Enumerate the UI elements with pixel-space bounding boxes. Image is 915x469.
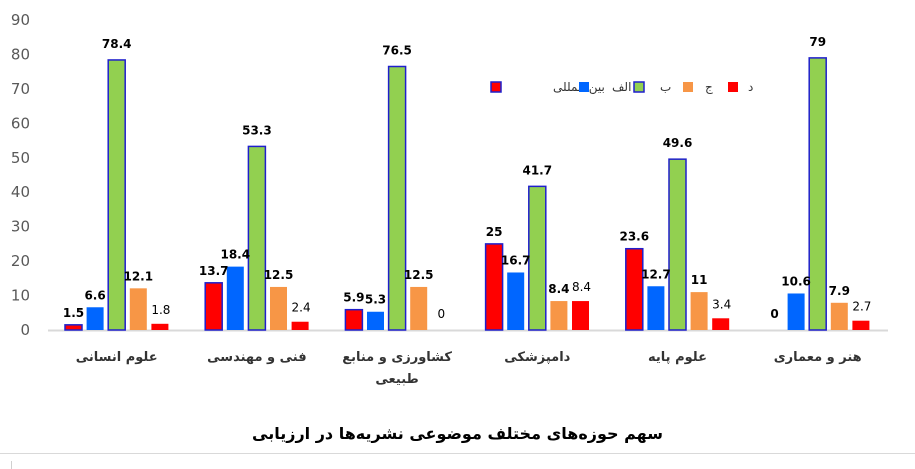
y-tick-label: 10 (11, 287, 30, 305)
y-tick-label: 30 (11, 218, 30, 236)
category-label: هنر و معماری (774, 350, 862, 365)
bar (712, 318, 730, 330)
value-label: 2.4 (292, 301, 311, 315)
value-label: 23.6 (619, 230, 649, 244)
value-label: 49.6 (663, 136, 693, 150)
bar (86, 307, 104, 330)
value-label: 7.9 (829, 284, 850, 298)
bar (151, 323, 169, 330)
bar (690, 292, 708, 330)
category-label: فنی و مهندسی (207, 350, 307, 365)
legend-swatch (683, 82, 693, 92)
bar (528, 185, 547, 331)
bar (830, 302, 848, 330)
value-label: 12.5 (404, 268, 434, 282)
value-label: 0 (437, 307, 445, 321)
value-label: 6.6 (84, 288, 105, 302)
bar (787, 293, 805, 330)
legend-swatch (579, 82, 589, 92)
category-label: طبیعی (375, 372, 418, 387)
value-label: 5.9 (343, 291, 364, 305)
bar (107, 59, 126, 331)
value-label: 53.3 (242, 123, 272, 137)
bar (226, 266, 244, 330)
y-tick-label: 90 (11, 11, 30, 29)
value-label: 41.7 (522, 163, 552, 177)
bar (64, 324, 83, 331)
value-label: 78.4 (102, 37, 132, 51)
value-label: 12.7 (641, 267, 671, 281)
value-label: 3.4 (712, 297, 731, 311)
y-tick-label: 50 (11, 149, 30, 167)
value-label: 16.7 (501, 253, 531, 267)
legend-label: ج (705, 80, 713, 94)
legend-swatch (633, 81, 645, 93)
value-label: 76.5 (382, 44, 412, 58)
legend-swatch (490, 81, 502, 93)
value-label: 1.8 (151, 303, 170, 317)
category-label: دامپزشکی (504, 350, 570, 365)
category-label: کشاورزی و منابع (342, 350, 452, 365)
y-tick-label: 40 (11, 183, 30, 201)
bar (291, 321, 309, 330)
bar (647, 286, 665, 330)
y-tick-label: 0 (20, 321, 30, 339)
value-label: 0 (770, 307, 778, 321)
legend-label: الف (612, 80, 631, 94)
y-axis-ticks: 0 10 20 30 40 50 60 70 80 90 (11, 11, 30, 339)
bar (247, 145, 267, 331)
value-label: 10.6 (781, 274, 811, 288)
category-labels: علوم انسانی فنی و مهندسی کشاورزی و منابع طب… (76, 350, 862, 387)
bar (367, 311, 384, 330)
value-label: 25 (486, 225, 503, 239)
value-label: 5.3 (365, 293, 386, 307)
bar (507, 272, 525, 330)
y-tick-label: 60 (11, 114, 30, 132)
legend-label: د (748, 80, 753, 94)
bar (808, 57, 827, 331)
text-cursor (11, 461, 12, 469)
y-tick-label: 70 (11, 80, 30, 98)
value-label: 13.7 (199, 264, 229, 278)
bar (410, 286, 428, 330)
legend-label: ب (660, 80, 671, 94)
value-label: 12.5 (264, 268, 294, 282)
bar (852, 320, 870, 330)
y-tick-label: 80 (11, 45, 30, 63)
bar (572, 301, 589, 330)
value-label: 8.4 (548, 282, 569, 296)
value-label: 12.1 (123, 269, 153, 283)
legend: بین المللی الف ب ج د (490, 80, 753, 95)
legend-label: بین المللی (553, 80, 605, 95)
value-label: 2.7 (852, 300, 871, 314)
value-label: 1.5 (63, 306, 84, 320)
value-label: 8.4 (572, 280, 591, 294)
bar (270, 286, 287, 330)
bar (129, 288, 147, 330)
bar (484, 243, 504, 331)
bar (668, 158, 687, 331)
bar (204, 282, 223, 331)
value-label: 79 (809, 35, 826, 49)
chart-caption: سهم حوزه‌های مختلف موضوعی نشریه‌ها در ار… (252, 424, 663, 443)
bar (550, 301, 568, 330)
legend-swatch (728, 82, 738, 92)
value-label: 18.4 (220, 248, 250, 262)
y-tick-label: 20 (11, 252, 30, 270)
caption-divider (0, 453, 915, 454)
bar (344, 308, 364, 331)
bar (387, 65, 407, 331)
value-label: 11 (691, 273, 708, 287)
bars (64, 57, 870, 331)
bar (625, 247, 644, 331)
category-label: علوم پایه (648, 350, 707, 365)
value-labels: 1.56.6 78.4 12.1 1.8 13.7 18.4 53.3 12.5 2.4 5.9 5… (63, 35, 872, 321)
category-label: علوم انسانی (76, 350, 158, 365)
